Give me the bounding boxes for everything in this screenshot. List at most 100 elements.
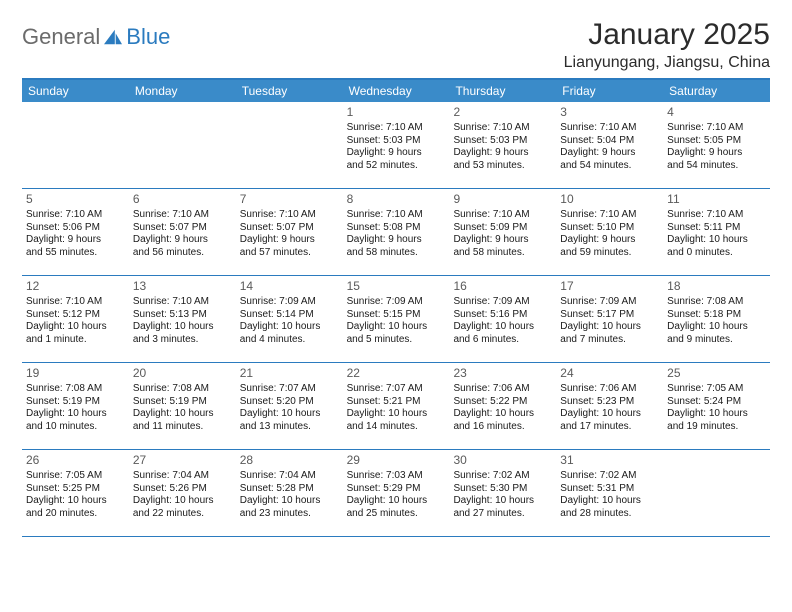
day-cell: 9Sunrise: 7:10 AMSunset: 5:09 PMDaylight… bbox=[449, 189, 556, 275]
daylight-line-1: Daylight: 9 hours bbox=[347, 147, 446, 160]
sunrise-line: Sunrise: 7:02 AM bbox=[453, 470, 552, 483]
daylight-line-2: and 17 minutes. bbox=[560, 421, 659, 434]
day-number: 15 bbox=[347, 279, 446, 294]
daylight-line-2: and 23 minutes. bbox=[240, 508, 339, 521]
sunset-line: Sunset: 5:19 PM bbox=[26, 396, 125, 409]
day-number: 25 bbox=[667, 366, 766, 381]
day-cell bbox=[129, 102, 236, 188]
sunset-line: Sunset: 5:14 PM bbox=[240, 309, 339, 322]
sunrise-line: Sunrise: 7:05 AM bbox=[26, 470, 125, 483]
day-number: 8 bbox=[347, 192, 446, 207]
daylight-line-2: and 54 minutes. bbox=[667, 160, 766, 173]
week-row: 12Sunrise: 7:10 AMSunset: 5:12 PMDayligh… bbox=[22, 276, 770, 363]
day-cell bbox=[22, 102, 129, 188]
sunrise-line: Sunrise: 7:10 AM bbox=[453, 122, 552, 135]
sunrise-line: Sunrise: 7:10 AM bbox=[667, 122, 766, 135]
day-number: 18 bbox=[667, 279, 766, 294]
day-cell: 14Sunrise: 7:09 AMSunset: 5:14 PMDayligh… bbox=[236, 276, 343, 362]
daylight-line-2: and 6 minutes. bbox=[453, 334, 552, 347]
sunset-line: Sunset: 5:05 PM bbox=[667, 135, 766, 148]
sunset-line: Sunset: 5:10 PM bbox=[560, 222, 659, 235]
daylight-line-2: and 0 minutes. bbox=[667, 247, 766, 260]
daylight-line-1: Daylight: 10 hours bbox=[133, 321, 232, 334]
sunrise-line: Sunrise: 7:10 AM bbox=[26, 209, 125, 222]
daylight-line-2: and 1 minute. bbox=[26, 334, 125, 347]
sunrise-line: Sunrise: 7:10 AM bbox=[347, 122, 446, 135]
day-number: 24 bbox=[560, 366, 659, 381]
daylight-line-2: and 11 minutes. bbox=[133, 421, 232, 434]
week-row: 19Sunrise: 7:08 AMSunset: 5:19 PMDayligh… bbox=[22, 363, 770, 450]
sunrise-line: Sunrise: 7:08 AM bbox=[26, 383, 125, 396]
sunset-line: Sunset: 5:30 PM bbox=[453, 483, 552, 496]
sunrise-line: Sunrise: 7:08 AM bbox=[133, 383, 232, 396]
day-cell: 26Sunrise: 7:05 AMSunset: 5:25 PMDayligh… bbox=[22, 450, 129, 536]
daylight-line-1: Daylight: 10 hours bbox=[133, 408, 232, 421]
day-cell: 24Sunrise: 7:06 AMSunset: 5:23 PMDayligh… bbox=[556, 363, 663, 449]
day-cell: 31Sunrise: 7:02 AMSunset: 5:31 PMDayligh… bbox=[556, 450, 663, 536]
sunset-line: Sunset: 5:03 PM bbox=[347, 135, 446, 148]
day-cell: 16Sunrise: 7:09 AMSunset: 5:16 PMDayligh… bbox=[449, 276, 556, 362]
daylight-line-2: and 20 minutes. bbox=[26, 508, 125, 521]
daylight-line-1: Daylight: 10 hours bbox=[240, 321, 339, 334]
day-cell: 2Sunrise: 7:10 AMSunset: 5:03 PMDaylight… bbox=[449, 102, 556, 188]
sunrise-line: Sunrise: 7:09 AM bbox=[240, 296, 339, 309]
day-number: 13 bbox=[133, 279, 232, 294]
daylight-line-1: Daylight: 9 hours bbox=[240, 234, 339, 247]
day-cell: 5Sunrise: 7:10 AMSunset: 5:06 PMDaylight… bbox=[22, 189, 129, 275]
sunset-line: Sunset: 5:08 PM bbox=[347, 222, 446, 235]
logo-sail-icon bbox=[102, 28, 124, 46]
day-number: 27 bbox=[133, 453, 232, 468]
calendar: SundayMondayTuesdayWednesdayThursdayFrid… bbox=[22, 78, 770, 537]
daylight-line-1: Daylight: 10 hours bbox=[133, 495, 232, 508]
daylight-line-1: Daylight: 10 hours bbox=[240, 408, 339, 421]
sunset-line: Sunset: 5:22 PM bbox=[453, 396, 552, 409]
sunrise-line: Sunrise: 7:10 AM bbox=[560, 209, 659, 222]
week-row: 5Sunrise: 7:10 AMSunset: 5:06 PMDaylight… bbox=[22, 189, 770, 276]
sunrise-line: Sunrise: 7:03 AM bbox=[347, 470, 446, 483]
daylight-line-1: Daylight: 10 hours bbox=[26, 495, 125, 508]
day-cell: 6Sunrise: 7:10 AMSunset: 5:07 PMDaylight… bbox=[129, 189, 236, 275]
day-number: 11 bbox=[667, 192, 766, 207]
sunset-line: Sunset: 5:11 PM bbox=[667, 222, 766, 235]
daylight-line-2: and 58 minutes. bbox=[347, 247, 446, 260]
sunrise-line: Sunrise: 7:07 AM bbox=[347, 383, 446, 396]
daylight-line-2: and 25 minutes. bbox=[347, 508, 446, 521]
sunrise-line: Sunrise: 7:06 AM bbox=[453, 383, 552, 396]
day-cell: 17Sunrise: 7:09 AMSunset: 5:17 PMDayligh… bbox=[556, 276, 663, 362]
sunrise-line: Sunrise: 7:04 AM bbox=[133, 470, 232, 483]
day-cell: 30Sunrise: 7:02 AMSunset: 5:30 PMDayligh… bbox=[449, 450, 556, 536]
day-cell: 8Sunrise: 7:10 AMSunset: 5:08 PMDaylight… bbox=[343, 189, 450, 275]
sunrise-line: Sunrise: 7:10 AM bbox=[133, 209, 232, 222]
week-row: 1Sunrise: 7:10 AMSunset: 5:03 PMDaylight… bbox=[22, 102, 770, 189]
day-number: 3 bbox=[560, 105, 659, 120]
week-row: 26Sunrise: 7:05 AMSunset: 5:25 PMDayligh… bbox=[22, 450, 770, 537]
day-number: 22 bbox=[347, 366, 446, 381]
day-cell: 28Sunrise: 7:04 AMSunset: 5:28 PMDayligh… bbox=[236, 450, 343, 536]
daylight-line-1: Daylight: 9 hours bbox=[453, 234, 552, 247]
sunset-line: Sunset: 5:16 PM bbox=[453, 309, 552, 322]
day-number: 29 bbox=[347, 453, 446, 468]
daylight-line-1: Daylight: 10 hours bbox=[667, 234, 766, 247]
day-cell: 3Sunrise: 7:10 AMSunset: 5:04 PMDaylight… bbox=[556, 102, 663, 188]
dow-sunday: Sunday bbox=[22, 80, 129, 102]
daylight-line-2: and 5 minutes. bbox=[347, 334, 446, 347]
daylight-line-2: and 22 minutes. bbox=[133, 508, 232, 521]
day-number: 16 bbox=[453, 279, 552, 294]
day-cell bbox=[236, 102, 343, 188]
sunrise-line: Sunrise: 7:10 AM bbox=[133, 296, 232, 309]
sunrise-line: Sunrise: 7:06 AM bbox=[560, 383, 659, 396]
dow-wednesday: Wednesday bbox=[343, 80, 450, 102]
day-number: 10 bbox=[560, 192, 659, 207]
day-number: 4 bbox=[667, 105, 766, 120]
day-number: 31 bbox=[560, 453, 659, 468]
sunrise-line: Sunrise: 7:10 AM bbox=[453, 209, 552, 222]
day-number: 21 bbox=[240, 366, 339, 381]
day-cell: 21Sunrise: 7:07 AMSunset: 5:20 PMDayligh… bbox=[236, 363, 343, 449]
weeks-container: 1Sunrise: 7:10 AMSunset: 5:03 PMDaylight… bbox=[22, 102, 770, 537]
sunrise-line: Sunrise: 7:02 AM bbox=[560, 470, 659, 483]
sunrise-line: Sunrise: 7:09 AM bbox=[453, 296, 552, 309]
day-number: 23 bbox=[453, 366, 552, 381]
daylight-line-2: and 7 minutes. bbox=[560, 334, 659, 347]
daylight-line-2: and 4 minutes. bbox=[240, 334, 339, 347]
dow-monday: Monday bbox=[129, 80, 236, 102]
